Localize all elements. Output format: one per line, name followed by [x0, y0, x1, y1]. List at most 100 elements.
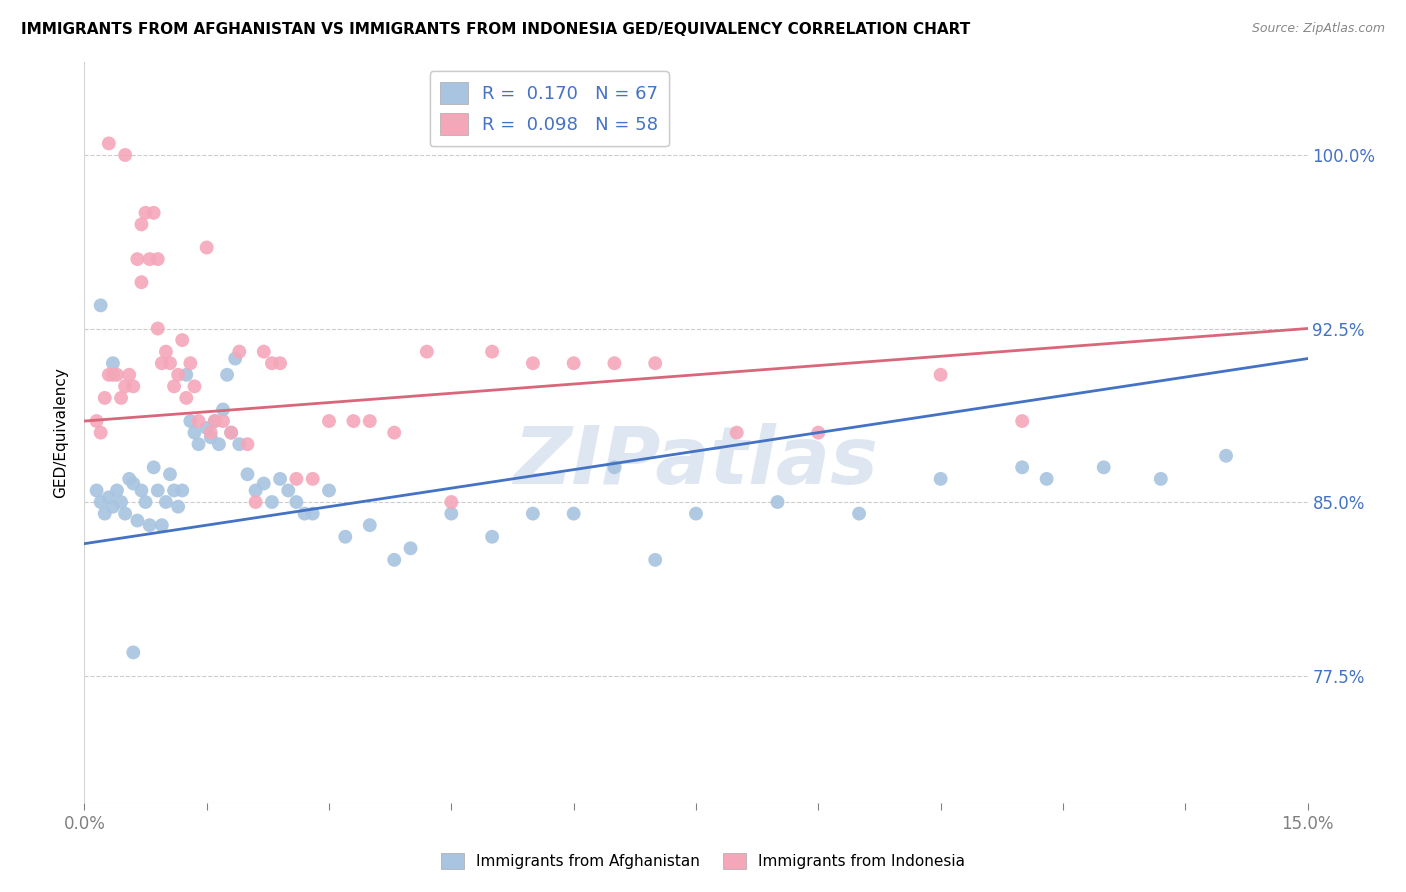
Point	[163, 379, 186, 393]
Point	[179, 356, 201, 370]
Point	[138, 252, 160, 266]
Y-axis label: GED/Equivalency: GED/Equivalency	[53, 368, 69, 498]
Point	[224, 351, 246, 366]
Point	[131, 275, 153, 289]
Point	[481, 344, 503, 359]
Point	[204, 414, 226, 428]
Point	[93, 391, 115, 405]
Point	[101, 356, 124, 370]
Point	[174, 368, 197, 382]
Point	[163, 483, 186, 498]
Point	[766, 495, 789, 509]
Point	[146, 321, 169, 335]
Point	[440, 495, 463, 509]
Point	[359, 414, 381, 428]
Point	[212, 414, 235, 428]
Point	[114, 507, 136, 521]
Point	[342, 414, 364, 428]
Point	[294, 507, 316, 521]
Point	[382, 553, 405, 567]
Point	[848, 507, 870, 521]
Point	[138, 518, 160, 533]
Point	[127, 514, 149, 528]
Point	[236, 467, 259, 482]
Point	[335, 530, 357, 544]
Point	[1011, 414, 1033, 428]
Point	[142, 206, 165, 220]
Point	[131, 483, 153, 498]
Point	[159, 467, 181, 482]
Point	[382, 425, 405, 440]
Point	[183, 379, 205, 393]
Point	[172, 333, 194, 347]
Point	[1011, 460, 1033, 475]
Point	[114, 148, 136, 162]
Point	[253, 344, 276, 359]
Point	[86, 483, 108, 498]
Point	[127, 252, 149, 266]
Point	[174, 391, 197, 405]
Point	[318, 414, 340, 428]
Point	[195, 421, 218, 435]
Point	[146, 252, 169, 266]
Point	[122, 645, 145, 659]
Point	[97, 491, 120, 505]
Point	[217, 368, 239, 382]
Point	[150, 518, 173, 533]
Point	[93, 507, 115, 521]
Point	[118, 472, 141, 486]
Point	[236, 437, 259, 451]
Point	[245, 495, 267, 509]
Point	[131, 218, 153, 232]
Point	[219, 425, 242, 440]
Point	[269, 472, 291, 486]
Point	[1092, 460, 1115, 475]
Point	[195, 240, 218, 255]
Point	[208, 437, 231, 451]
Text: Source: ZipAtlas.com: Source: ZipAtlas.com	[1251, 22, 1385, 36]
Point	[146, 483, 169, 498]
Point	[260, 356, 283, 370]
Point	[90, 298, 112, 312]
Point	[200, 425, 222, 440]
Legend: R =  0.170   N = 67, R =  0.098   N = 58: R = 0.170 N = 67, R = 0.098 N = 58	[430, 71, 669, 146]
Point	[301, 472, 323, 486]
Point	[219, 425, 242, 440]
Point	[110, 391, 132, 405]
Point	[118, 368, 141, 382]
Point	[1035, 472, 1057, 486]
Point	[122, 476, 145, 491]
Point	[245, 483, 267, 498]
Point	[155, 344, 177, 359]
Point	[204, 414, 226, 428]
Text: IMMIGRANTS FROM AFGHANISTAN VS IMMIGRANTS FROM INDONESIA GED/EQUIVALENCY CORRELA: IMMIGRANTS FROM AFGHANISTAN VS IMMIGRANT…	[21, 22, 970, 37]
Point	[562, 356, 585, 370]
Point	[167, 500, 190, 514]
Point	[150, 356, 173, 370]
Point	[399, 541, 422, 556]
Point	[187, 437, 209, 451]
Point	[228, 344, 250, 359]
Point	[277, 483, 299, 498]
Point	[183, 425, 205, 440]
Point	[105, 368, 128, 382]
Point	[114, 379, 136, 393]
Point	[260, 495, 283, 509]
Point	[105, 483, 128, 498]
Point	[253, 476, 276, 491]
Point	[603, 460, 626, 475]
Point	[135, 206, 157, 220]
Point	[440, 507, 463, 521]
Point	[481, 530, 503, 544]
Point	[167, 368, 190, 382]
Point	[159, 356, 181, 370]
Point	[86, 414, 108, 428]
Point	[101, 368, 124, 382]
Point	[285, 495, 308, 509]
Point	[101, 500, 124, 514]
Point	[97, 368, 120, 382]
Point	[725, 425, 748, 440]
Point	[685, 507, 707, 521]
Point	[228, 437, 250, 451]
Point	[1150, 472, 1173, 486]
